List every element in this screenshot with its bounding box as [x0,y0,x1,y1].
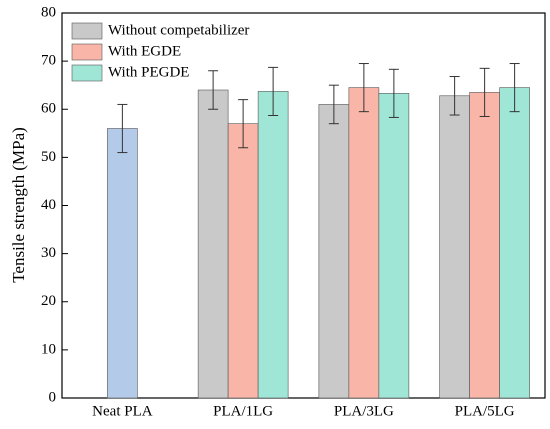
bar [499,87,530,399]
error-bar [449,76,460,116]
bar [469,92,500,399]
bar [257,91,289,399]
y-tick-label: 80 [41,4,56,20]
bar [107,128,138,399]
y-axis-label: Tensile strength (MPa) [9,127,28,283]
error-bar [328,84,339,125]
error-bar [238,99,249,149]
y-tick-label: 50 [41,149,56,165]
y-tick-label: 20 [41,293,56,309]
error-bar [268,66,279,117]
legend-swatch [71,43,103,61]
bar [197,89,229,399]
y-tick-label: 70 [41,53,56,69]
y-tick-label: 10 [41,341,56,357]
legend-label: With PEGDE [108,64,189,80]
bar [227,123,259,399]
y-tick-label: 60 [41,101,56,117]
y-tick-label: 40 [41,197,56,213]
legend-label: Without competabilizer [108,22,249,38]
y-tick-label: 0 [49,389,57,405]
bar [348,87,380,399]
error-bar [358,63,369,113]
error-bar [479,67,490,117]
bar [318,104,350,399]
error-bar [509,63,520,113]
legend-label: With EGDE [108,43,181,59]
bar [378,93,410,399]
legend-swatch [71,64,103,82]
x-tick-label: Neat PLA [92,403,153,419]
y-tick-label: 30 [41,245,56,261]
error-bar [388,68,399,118]
error-bar [208,70,219,110]
legend-swatch [71,22,103,40]
bar [439,95,470,399]
x-tick-label: PLA/3LG [334,403,394,419]
error-bar [117,103,128,154]
x-tick-label: PLA/1LG [213,403,273,419]
x-tick-label: PLA/5LG [455,403,515,419]
